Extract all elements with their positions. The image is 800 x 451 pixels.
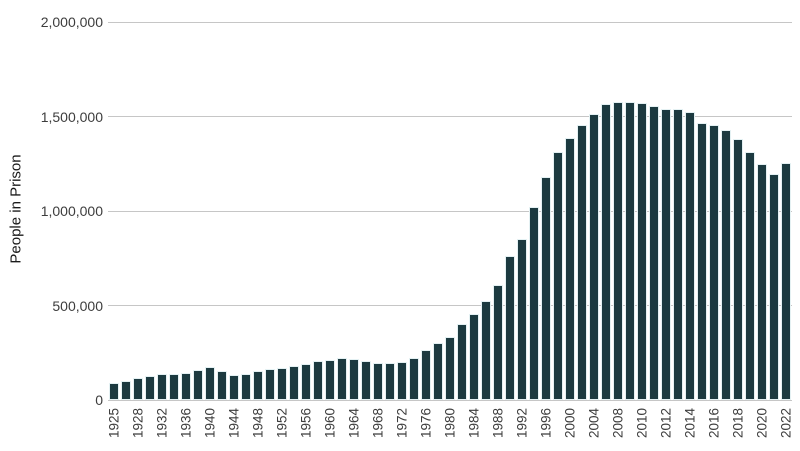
gridline-0 <box>108 399 792 401</box>
gridline-500,000 <box>108 305 792 306</box>
x-tick-label-1944: 1944 <box>226 407 242 439</box>
bar-2014 <box>685 112 695 400</box>
bar-2006 <box>601 104 611 400</box>
bar-1962 <box>337 358 347 400</box>
bar-2013 <box>673 109 683 400</box>
bar-2022 <box>781 163 791 400</box>
bar-1930 <box>145 376 155 400</box>
x-tick-label-1976: 1976 <box>418 407 434 439</box>
x-tick-label-2022: 2022 <box>778 407 794 439</box>
bar-2012 <box>661 109 671 400</box>
bar-1974 <box>409 358 419 400</box>
x-tick-label-1948: 1948 <box>250 407 266 439</box>
bar-2019 <box>745 152 755 400</box>
x-tick-label-1988: 1988 <box>490 407 506 439</box>
x-tick-label-1932: 1932 <box>154 407 170 439</box>
bar-1925 <box>109 383 119 400</box>
bar-1938 <box>193 370 203 400</box>
bar-1972 <box>397 362 407 400</box>
x-tick-label-2008: 2008 <box>610 407 626 439</box>
x-tick-label-1984: 1984 <box>466 407 482 439</box>
x-tick-label-2004: 2004 <box>586 407 602 439</box>
x-tick-label-2016: 2016 <box>706 407 722 439</box>
x-tick-label-2014: 2014 <box>682 407 698 439</box>
x-tick-label-2010: 2010 <box>634 407 650 439</box>
bar-2016 <box>709 125 719 400</box>
x-tick-label-1952: 1952 <box>274 407 290 439</box>
bar-1982 <box>457 324 467 400</box>
bar-1942 <box>217 371 227 400</box>
bar-1956 <box>301 364 311 400</box>
bar-2008 <box>613 102 623 400</box>
y-tick-label: 2,000,000 <box>40 14 103 30</box>
x-tick-label-1972: 1972 <box>394 407 410 439</box>
bar-2002 <box>577 125 587 400</box>
bar-1944 <box>229 375 239 400</box>
x-tick-label-2018: 2018 <box>730 407 746 439</box>
bar-1986 <box>481 301 491 400</box>
y-tick-label: 0 <box>95 392 103 408</box>
bar-2011 <box>649 106 659 400</box>
bar-1992 <box>517 239 527 400</box>
bar-1980 <box>445 337 455 400</box>
bar-1932 <box>157 374 167 400</box>
x-tick-label-1992: 1992 <box>514 407 530 439</box>
bar-2017 <box>721 130 731 400</box>
bar-1996 <box>541 177 551 400</box>
bar-1926 <box>121 381 131 400</box>
bar-1994 <box>529 207 539 400</box>
bar-1950 <box>265 369 275 400</box>
bar-1976 <box>421 350 431 400</box>
bar-1928 <box>133 378 143 400</box>
x-tick-label-1956: 1956 <box>298 407 314 439</box>
gridline-1,500,000 <box>108 116 792 117</box>
x-tick-label-1968: 1968 <box>370 407 386 439</box>
x-tick-label-1960: 1960 <box>322 407 338 439</box>
bar-1984 <box>469 314 479 400</box>
gridline-1,000,000 <box>108 210 792 212</box>
bar-2021 <box>769 174 779 400</box>
bar-1960 <box>325 360 335 400</box>
bar-1990 <box>505 256 515 400</box>
bar-1948 <box>253 371 263 400</box>
bar-2004 <box>589 114 599 400</box>
bar-1952 <box>277 368 287 400</box>
bar-2000 <box>565 138 575 400</box>
bar-1934 <box>169 374 179 400</box>
x-tick-label-1940: 1940 <box>202 407 218 439</box>
bar-1946 <box>241 374 251 400</box>
y-tick-label: 1,000,000 <box>40 203 103 219</box>
bar-1958 <box>313 361 323 400</box>
x-tick-label-1996: 1996 <box>538 407 554 439</box>
bar-1954 <box>289 366 299 400</box>
bar-2018 <box>733 139 743 400</box>
y-tick-label: 500,000 <box>52 297 103 314</box>
x-tick-label-1980: 1980 <box>442 407 458 439</box>
gridline-2,000,000 <box>108 21 792 23</box>
x-tick-label-1928: 1928 <box>130 407 146 439</box>
bar-1936 <box>181 373 191 400</box>
bar-2009 <box>625 102 635 400</box>
bar-1940 <box>205 367 215 400</box>
x-tick-label-1936: 1936 <box>178 407 194 439</box>
y-tick-label: 1,500,000 <box>40 108 103 125</box>
x-tick-label-2012: 2012 <box>658 407 674 439</box>
bar-1964 <box>349 359 359 400</box>
bar-1968 <box>373 363 383 400</box>
bar-2010 <box>637 103 647 400</box>
x-tick-label-2000: 2000 <box>562 407 578 439</box>
bar-1998 <box>553 152 563 400</box>
bar-1988 <box>493 285 503 400</box>
bar-1966 <box>361 361 371 400</box>
bar-2015 <box>697 123 707 400</box>
x-tick-label-2020: 2020 <box>754 407 770 439</box>
bar-1978 <box>433 343 443 400</box>
bar-2020 <box>757 164 767 400</box>
x-tick-label-1925: 1925 <box>106 407 122 439</box>
x-tick-label-1964: 1964 <box>346 407 362 439</box>
bar-1970 <box>385 363 395 400</box>
